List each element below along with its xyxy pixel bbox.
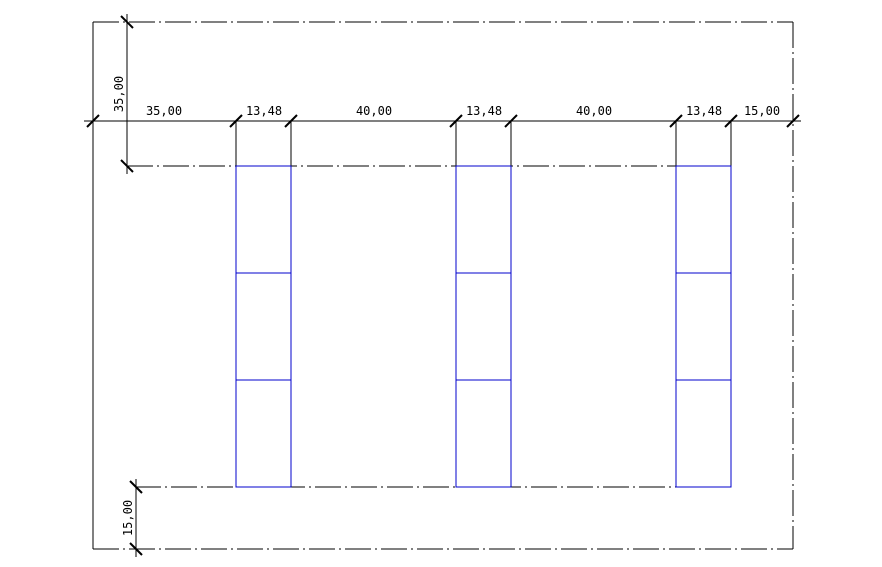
outer-boundary <box>92 21 794 550</box>
tick-mark <box>504 114 518 128</box>
dim-pallet-1-label: 13,48 <box>246 104 282 118</box>
pallet-outline <box>675 165 732 488</box>
pallet-2 <box>455 165 512 488</box>
tick-mark <box>284 114 298 128</box>
pallet-outline <box>235 165 292 488</box>
dim-gap-right-label: 15,00 <box>744 104 780 118</box>
dim-bottom-margin-label: 15,00 <box>121 500 135 536</box>
tick-mark <box>129 542 143 556</box>
dim-pallet-3-label: 13,48 <box>686 104 722 118</box>
pallet-3 <box>675 165 732 488</box>
vertical-dimension-top: 35,00 <box>112 14 134 174</box>
dim-gap-2-3-label: 40,00 <box>576 104 612 118</box>
dim-gap-1-2-label: 40,00 <box>356 104 392 118</box>
dim-gap-left-label: 35,00 <box>146 104 182 118</box>
tick-mark <box>669 114 683 128</box>
tick-mark <box>86 114 100 128</box>
tick-mark <box>449 114 463 128</box>
tick-mark <box>724 114 738 128</box>
pallet-1 <box>235 165 292 488</box>
vertical-dimension-bottom: 15,00 <box>121 479 143 557</box>
horizontal-dimension-chain: 35,00 13,48 40,00 13,48 40,00 13,48 15,0… <box>84 104 801 166</box>
tick-mark <box>229 114 243 128</box>
dim-pallet-2-label: 13,48 <box>466 104 502 118</box>
pallet-outline <box>455 165 512 488</box>
dim-top-margin-label: 35,00 <box>112 76 126 112</box>
tick-mark <box>129 480 143 494</box>
tick-mark <box>120 15 134 29</box>
tick-mark <box>120 159 134 173</box>
tick-mark <box>786 114 800 128</box>
